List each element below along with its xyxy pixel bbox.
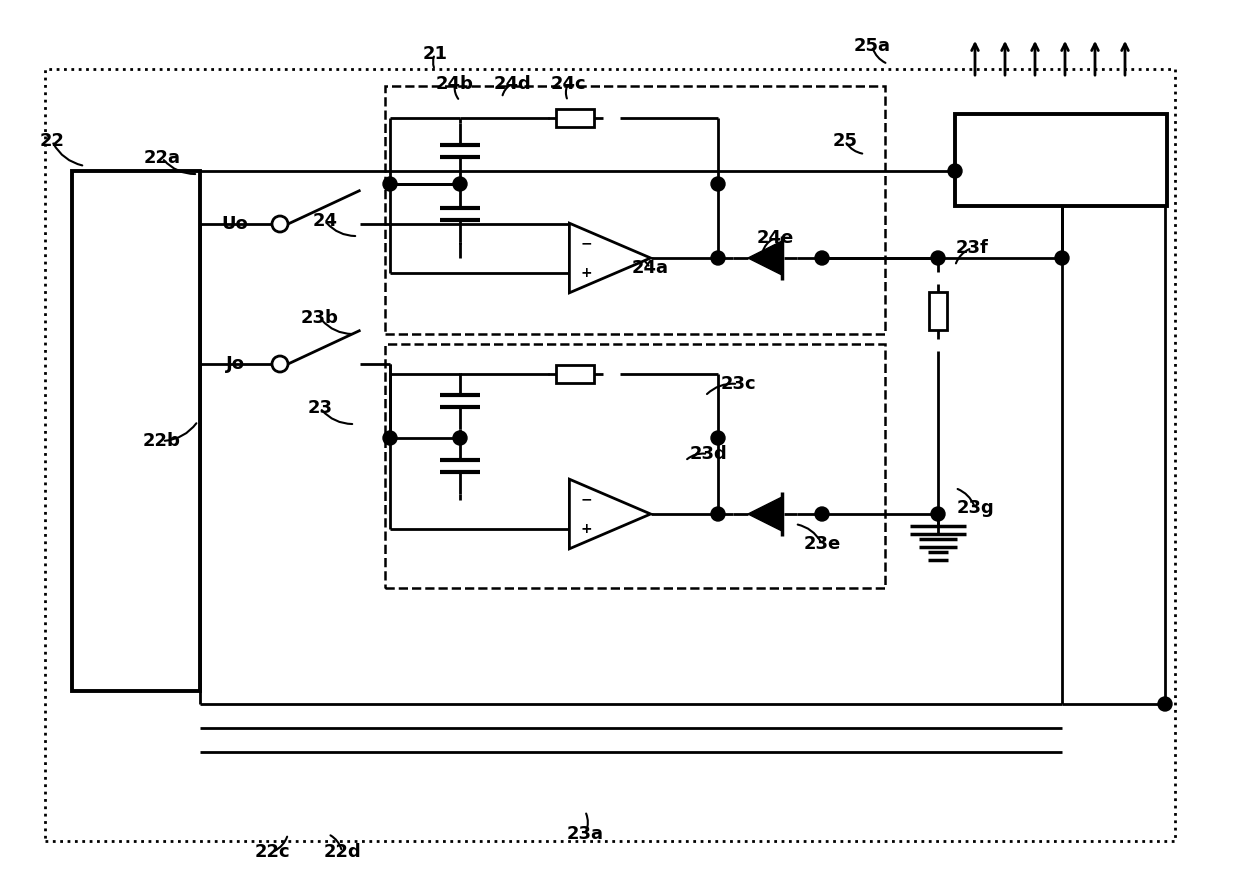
Text: 23f: 23f bbox=[956, 239, 988, 257]
Text: 22: 22 bbox=[40, 132, 64, 150]
Circle shape bbox=[949, 164, 962, 178]
Text: 24b: 24b bbox=[436, 75, 474, 93]
Polygon shape bbox=[748, 241, 782, 275]
Text: 24a: 24a bbox=[631, 259, 668, 277]
Text: 23g: 23g bbox=[956, 499, 994, 517]
Polygon shape bbox=[748, 497, 782, 531]
Circle shape bbox=[453, 177, 467, 191]
Text: +: + bbox=[582, 521, 593, 536]
Text: 24e: 24e bbox=[756, 229, 794, 247]
Circle shape bbox=[1055, 251, 1069, 265]
Circle shape bbox=[383, 431, 397, 445]
Bar bbox=[72, 171, 200, 691]
Text: 22a: 22a bbox=[144, 149, 181, 167]
Polygon shape bbox=[569, 479, 651, 548]
Bar bbox=[929, 292, 947, 331]
Text: 24: 24 bbox=[312, 212, 337, 230]
Text: +: + bbox=[582, 265, 593, 280]
Circle shape bbox=[711, 177, 725, 191]
Bar bbox=[45, 69, 1176, 841]
Circle shape bbox=[453, 431, 467, 445]
Text: −: − bbox=[582, 493, 593, 506]
Circle shape bbox=[815, 251, 830, 265]
Text: 22c: 22c bbox=[254, 843, 290, 861]
Bar bbox=[384, 344, 885, 588]
Text: 24c: 24c bbox=[551, 75, 585, 93]
Circle shape bbox=[815, 507, 830, 521]
Text: 23c: 23c bbox=[720, 375, 756, 393]
Text: Uo: Uo bbox=[222, 215, 248, 233]
Circle shape bbox=[931, 251, 945, 265]
Text: 23: 23 bbox=[308, 399, 332, 417]
Text: 22b: 22b bbox=[143, 432, 181, 450]
Circle shape bbox=[272, 356, 288, 372]
Circle shape bbox=[383, 177, 397, 191]
Circle shape bbox=[1158, 697, 1172, 711]
Text: 23b: 23b bbox=[301, 309, 339, 327]
Bar bbox=[556, 109, 594, 127]
Circle shape bbox=[931, 507, 945, 521]
Text: 24d: 24d bbox=[494, 75, 531, 93]
Polygon shape bbox=[569, 223, 651, 293]
Bar bbox=[955, 114, 1167, 206]
Bar bbox=[384, 86, 885, 334]
Bar bbox=[556, 365, 594, 383]
Circle shape bbox=[711, 507, 725, 521]
Text: 23a: 23a bbox=[567, 825, 604, 843]
Circle shape bbox=[711, 431, 725, 445]
Text: 25a: 25a bbox=[853, 37, 890, 55]
Text: 22d: 22d bbox=[324, 843, 361, 861]
Text: 21: 21 bbox=[423, 45, 448, 63]
Text: 25: 25 bbox=[832, 132, 858, 150]
Text: 23d: 23d bbox=[689, 445, 727, 463]
Circle shape bbox=[711, 251, 725, 265]
Text: 23e: 23e bbox=[804, 535, 841, 553]
Text: −: − bbox=[582, 237, 593, 251]
Text: Jo: Jo bbox=[226, 355, 244, 373]
Circle shape bbox=[272, 216, 288, 232]
